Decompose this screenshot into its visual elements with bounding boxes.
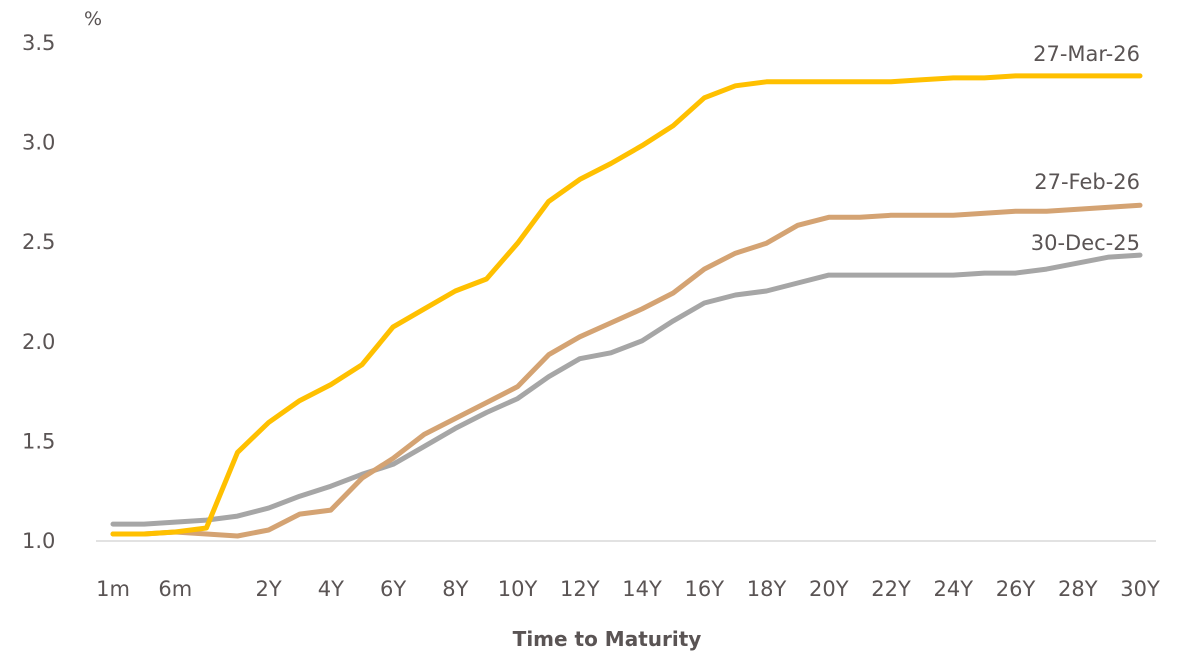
x-tick-label: 2Y — [256, 577, 282, 601]
series-line-27-feb-26 — [110, 202, 1143, 539]
series-line-30-dec-25 — [110, 252, 1143, 527]
x-tick-label: 30Y — [1120, 577, 1160, 601]
x-tick-label: 6Y — [380, 577, 406, 601]
x-tick-label: 14Y — [622, 577, 662, 601]
y-tick-label: 3.5 — [22, 31, 55, 55]
y-tick-label: 2.0 — [22, 330, 55, 354]
x-tick-label: 24Y — [933, 577, 973, 601]
series-label-27-feb-26: 27-Feb-26 — [1034, 170, 1140, 194]
x-tick-label: 4Y — [318, 577, 344, 601]
y-tick-label: 3.0 — [22, 131, 55, 155]
x-tick-label: 18Y — [747, 577, 787, 601]
x-tick-label: 1m — [96, 577, 130, 601]
y-axis-unit-label: % — [84, 8, 102, 30]
x-tick-label: 28Y — [1058, 577, 1098, 601]
x-tick-label: 16Y — [685, 577, 725, 601]
series-line-27-mar-26 — [110, 73, 1143, 537]
x-tick-label: 22Y — [871, 577, 911, 601]
y-tick-label: 1.0 — [22, 529, 55, 553]
y-axis-ticks: 1.0 1.5 2.0 2.5 3.0 3.5 — [22, 31, 55, 553]
x-tick-label: 20Y — [809, 577, 849, 601]
series-lines — [110, 73, 1143, 539]
x-axis-title: Time to Maturity — [513, 627, 702, 651]
x-axis-ticks: 1m 6m 2Y 4Y 6Y 8Y 10Y 12Y 14Y 16Y 18Y 20Y 22Y 24Y 26Y 2… — [96, 577, 1160, 601]
y-tick-label: 1.5 — [22, 429, 55, 453]
y-tick-label: 2.5 — [22, 230, 55, 254]
x-tick-label: 12Y — [560, 577, 600, 601]
x-tick-label: 10Y — [498, 577, 538, 601]
series-labels: 30-Dec-25 27-Feb-26 27-Mar-26 — [1031, 42, 1140, 255]
series-label-30-dec-25: 30-Dec-25 — [1031, 231, 1140, 255]
x-tick-label: 8Y — [442, 577, 468, 601]
series-label-27-mar-26: 27-Mar-26 — [1033, 42, 1140, 66]
x-tick-label: 26Y — [996, 577, 1036, 601]
x-tick-label: 6m — [158, 577, 192, 601]
